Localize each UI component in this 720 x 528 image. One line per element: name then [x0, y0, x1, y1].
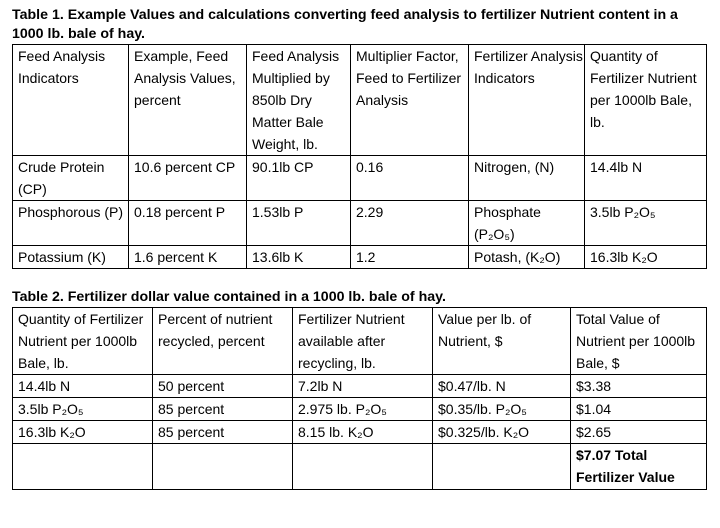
total-value-cell: $7.07 Total Fertilizer Value: [570, 443, 707, 490]
table-cell: [432, 443, 571, 490]
table1-header-cell: Feed Analysis Multiplied by 850lb Dry Ma…: [246, 44, 351, 156]
table-cell: [12, 443, 153, 490]
table2-header-cell: Quantity of Fertilizer Nutrient per 1000…: [12, 307, 153, 375]
table-cell: 3.5lb P₂O₅: [584, 200, 707, 246]
feed-analysis-table: Feed Analysis Indicators Example, Feed A…: [12, 44, 707, 269]
table-cell: $0.47/lb. N: [432, 374, 571, 398]
table-cell: $2.65: [570, 420, 707, 444]
table-cell: 2.29: [350, 200, 469, 246]
table-cell: $0.325/lb. K₂O: [432, 420, 571, 444]
table-cell: 50 percent: [152, 374, 293, 398]
table-cell: Potash, (K₂O): [468, 245, 585, 269]
table-row: 3.5lb P₂O₅ 85 percent 2.975 lb. P₂O₅ $0.…: [12, 397, 707, 421]
table-cell: 3.5lb P₂O₅: [12, 397, 153, 421]
table2-header-row: Quantity of Fertilizer Nutrient per 1000…: [12, 307, 707, 375]
table-row: 14.4lb N 50 percent 7.2lb N $0.47/lb. N …: [12, 374, 707, 398]
table-cell: 14.4lb N: [12, 374, 153, 398]
table-cell: 1.53lb P: [246, 200, 351, 246]
table1-header-cell: Quantity of Fertilizer Nutrient per 1000…: [584, 44, 707, 156]
table1-header-cell: Fertilizer Analysis Indicators: [468, 44, 585, 156]
table-cell: 13.6lb K: [246, 245, 351, 269]
table-row: 16.3lb K₂O 85 percent 8.15 lb. K₂O $0.32…: [12, 420, 707, 444]
table-cell: 90.1lb CP: [246, 155, 351, 201]
table-row: Potassium (K) 1.6 percent K 13.6lb K 1.2…: [12, 245, 707, 269]
table-cell: 85 percent: [152, 420, 293, 444]
table-cell: Crude Protein (CP): [12, 155, 129, 201]
table1-header-cell: Feed Analysis Indicators: [12, 44, 129, 156]
table-cell: $0.35/lb. P₂O₅: [432, 397, 571, 421]
total-row: $7.07 Total Fertilizer Value: [12, 443, 707, 490]
table2-header-cell: Value per lb. of Nutrient, $: [432, 307, 571, 375]
table-cell: Nitrogen, (N): [468, 155, 585, 201]
table-cell: 14.4lb N: [584, 155, 707, 201]
table-cell: 10.6 percent CP: [128, 155, 247, 201]
table-cell: 7.2lb N: [292, 374, 433, 398]
table-cell: [292, 443, 433, 490]
table-cell: [152, 443, 293, 490]
table-cell: 0.18 percent P: [128, 200, 247, 246]
table-cell: Phosphate (P₂O₅): [468, 200, 585, 246]
table-cell: 16.3lb K₂O: [12, 420, 153, 444]
table1-caption: Table 1. Example Values and calculations…: [12, 7, 678, 42]
table-cell: 8.15 lb. K₂O: [292, 420, 433, 444]
table-row: Crude Protein (CP) 10.6 percent CP 90.1l…: [12, 155, 707, 201]
table2-caption: Table 2. Fertilizer dollar value contain…: [12, 289, 446, 305]
table-cell: $3.38: [570, 374, 707, 398]
table-cell: 1.6 percent K: [128, 245, 247, 269]
table2-header-cell: Fertilizer Nutrient available after recy…: [292, 307, 433, 375]
table-cell: 16.3lb K₂O: [584, 245, 707, 269]
table-cell: 0.16: [350, 155, 469, 201]
table-cell: $1.04: [570, 397, 707, 421]
table-row: Phosphorous (P) 0.18 percent P 1.53lb P …: [12, 200, 707, 246]
table-cell: 85 percent: [152, 397, 293, 421]
table-cell: 2.975 lb. P₂O₅: [292, 397, 433, 421]
table1-header-row: Feed Analysis Indicators Example, Feed A…: [12, 44, 707, 156]
table2-header-cell: Total Value of Nutrient per 1000lb Bale,…: [570, 307, 707, 375]
table2-header-cell: Percent of nutrient recycled, percent: [152, 307, 293, 375]
table-cell: Potassium (K): [12, 245, 129, 269]
fertilizer-value-table: Quantity of Fertilizer Nutrient per 1000…: [12, 307, 707, 490]
table-cell: 1.2: [350, 245, 469, 269]
table-cell: Phosphorous (P): [12, 200, 129, 246]
table1-header-cell: Multiplier Factor, Feed to Fertilizer An…: [350, 44, 469, 156]
table1-header-cell: Example, Feed Analysis Values, percent: [128, 44, 247, 156]
